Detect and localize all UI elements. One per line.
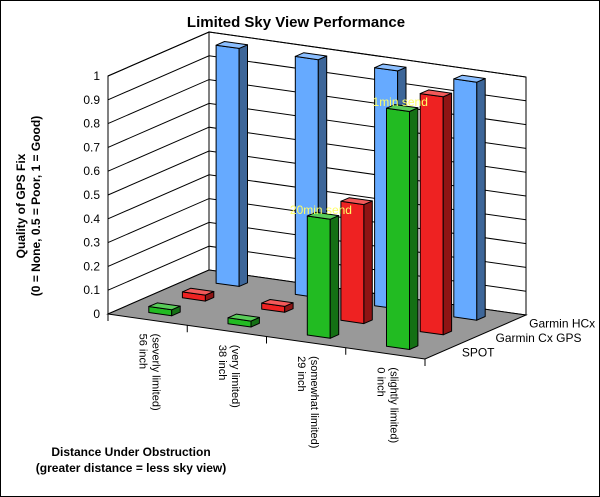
series-label: SPOT: [462, 346, 495, 360]
y-axis-title-line-2: (0 = None, 0.5 = Poor, 1 = Good): [29, 116, 43, 296]
series-label: Garmin Cx GPS: [496, 331, 582, 345]
bar-spot-2: [306, 211, 340, 339]
bar-spot-1: [227, 313, 260, 328]
category-label-line: (very limited): [229, 345, 241, 408]
bar-spot-3: [386, 104, 419, 350]
bar-spot-0: [148, 302, 181, 317]
bar-garmin-cx-gps-1: [261, 299, 294, 313]
category-label-line: (slightly limited): [387, 367, 399, 443]
y-tick-label: 1: [93, 69, 100, 83]
chart-title: Limited Sky View Performance: [187, 14, 405, 31]
category-label: 56 inch (severly limited): [137, 334, 162, 411]
category-label-line: 0 inch: [374, 367, 386, 396]
bars: [148, 41, 486, 350]
bar-garmin-hcx-gps-0: [215, 41, 248, 287]
category-label-line: (severly limited): [150, 334, 162, 411]
annotation-label: 1min send: [373, 95, 428, 109]
bar-garmin-hcx-gps-3: [453, 74, 486, 321]
gridline: [107, 55, 527, 102]
y-tick-label: 0.1: [83, 283, 100, 297]
category-label-line: 56 inch: [137, 334, 149, 369]
y-axis-title-line-1: Quality of GPS Fix: [14, 153, 28, 258]
y-tick-label: 0.7: [83, 140, 100, 154]
category-label-line: 29 inch: [295, 356, 307, 391]
category-label-line: (somewhat limited): [308, 356, 320, 448]
y-tick-label: 0: [93, 307, 100, 321]
labels: Limited Sky View Performance Quality of …: [14, 14, 599, 475]
y-tick-label: 0.5: [83, 188, 100, 202]
y-tick-label: 0.9: [83, 93, 100, 107]
category-label: 38 inch (very limited): [216, 345, 241, 408]
y-tick-label: 0.3: [83, 236, 100, 250]
category-label: 0 inch (slightly limited): [374, 367, 399, 443]
y-tick-label: 0.6: [83, 164, 100, 178]
category-label: 29 inch (somewhat limited): [295, 356, 320, 448]
y-tick-label: 0.4: [83, 212, 100, 226]
x-axis-title-line-1: Distance Under Obstruction: [51, 445, 210, 459]
annotation-label: 20min send: [290, 203, 352, 217]
series-label: Garmin HCx GPS: [529, 316, 599, 330]
y-tick-label: 0.2: [83, 259, 100, 273]
bar-garmin-cx-gps-0: [181, 287, 215, 302]
category-label-line: 38 inch: [216, 345, 228, 380]
y-tick-label: 0.8: [83, 117, 100, 131]
bar-garmin-cx-gps-2: [340, 197, 373, 325]
x-axis-title-line-2: (greater distance = less sky view): [36, 461, 226, 475]
gridline: [107, 31, 527, 78]
bar-garmin-cx-gps-3: [419, 89, 453, 336]
